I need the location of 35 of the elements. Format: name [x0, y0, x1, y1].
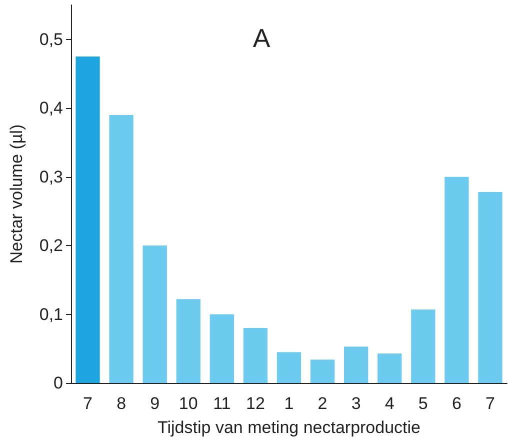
y-tick-label: 0,4: [39, 98, 63, 118]
y-tick-label: 0: [54, 374, 63, 392]
y-axis-title: Nectar volume (µl): [7, 124, 26, 264]
y-tick-label: 0,3: [39, 167, 63, 186]
x-tick-label: 10: [178, 394, 198, 413]
x-tick-label: 3: [351, 394, 361, 413]
y-tick-label: 0,2: [39, 236, 63, 256]
bar: [109, 114, 134, 383]
bar: [478, 192, 502, 383]
bar: [310, 360, 335, 383]
x-tick-label: 6: [452, 394, 462, 413]
bar: [176, 299, 200, 383]
x-tick-label: 7: [83, 394, 93, 413]
x-tick-label: 4: [384, 394, 394, 413]
bar: [210, 314, 234, 383]
y-tick-label: 0,5: [39, 30, 63, 49]
bar: [411, 309, 436, 383]
bar: [243, 328, 268, 383]
x-tick-label: 12: [246, 394, 265, 413]
bar: [276, 352, 302, 383]
bar: [142, 246, 167, 383]
x-tick-label: 8: [116, 394, 126, 413]
x-tick-label: 9: [150, 394, 160, 413]
x-axis-title: Tijdstip van meting nectarproductie: [157, 418, 421, 437]
x-tick-label: 1: [284, 394, 294, 413]
x-tick-label: 5: [418, 394, 428, 413]
x-tick-label: 11: [213, 394, 231, 413]
y-tick-label: 0,1: [39, 304, 63, 324]
text: A: [252, 23, 271, 53]
x-tick-label: 7: [485, 394, 495, 413]
bar: [344, 346, 368, 383]
bar: [76, 56, 100, 383]
bar: [444, 176, 469, 383]
x-tick-label: 2: [318, 394, 328, 413]
bar: [378, 353, 402, 383]
